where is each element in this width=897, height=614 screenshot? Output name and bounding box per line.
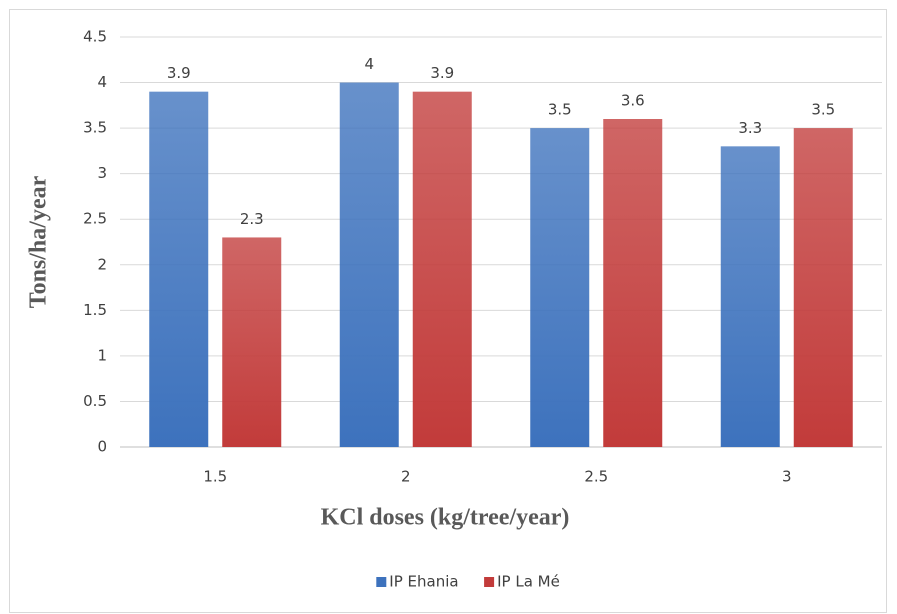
- legend-label: IP La Mé: [497, 573, 560, 591]
- legend-swatch: [376, 577, 387, 587]
- bar: [793, 128, 853, 447]
- data-label: 2.3: [240, 210, 264, 228]
- bar: [412, 91, 472, 448]
- bar: [603, 119, 663, 447]
- legend-label: IP Ehania: [389, 573, 458, 591]
- legend-swatch: [484, 577, 495, 587]
- bar: [530, 128, 590, 447]
- x-tick-label: 3: [782, 468, 792, 486]
- y-tick-label: 1: [97, 346, 107, 364]
- data-label: 3.9: [167, 64, 191, 82]
- x-tick-label: 2: [401, 468, 411, 486]
- x-tick-label: 2.5: [584, 468, 608, 486]
- y-tick-label: 0.5: [83, 392, 107, 410]
- data-label: 3.6: [621, 92, 645, 110]
- data-label: 4: [364, 55, 374, 73]
- bar: [149, 91, 209, 448]
- data-label: 3.5: [548, 101, 572, 119]
- data-label: 3.5: [811, 101, 835, 119]
- y-tick-label: 4: [97, 73, 107, 91]
- y-tick-label: 4.5: [83, 28, 107, 46]
- y-axis-title: Tons/ha/year: [26, 175, 52, 308]
- x-tick-label: 1.5: [203, 468, 227, 486]
- bar: [222, 237, 282, 447]
- data-label: 3.9: [430, 64, 454, 82]
- y-tick-label: 2: [97, 255, 107, 273]
- x-axis-title: KCl doses (kg/tree/year): [321, 505, 570, 531]
- bar: [720, 146, 780, 448]
- data-label: 3.3: [738, 119, 762, 137]
- y-tick-label: 0: [97, 438, 107, 456]
- y-tick-label: 3: [97, 164, 107, 182]
- y-tick-label: 3.5: [83, 119, 107, 137]
- y-tick-label: 2.5: [83, 210, 107, 228]
- bar: [339, 82, 399, 448]
- y-tick-label: 1.5: [83, 301, 107, 319]
